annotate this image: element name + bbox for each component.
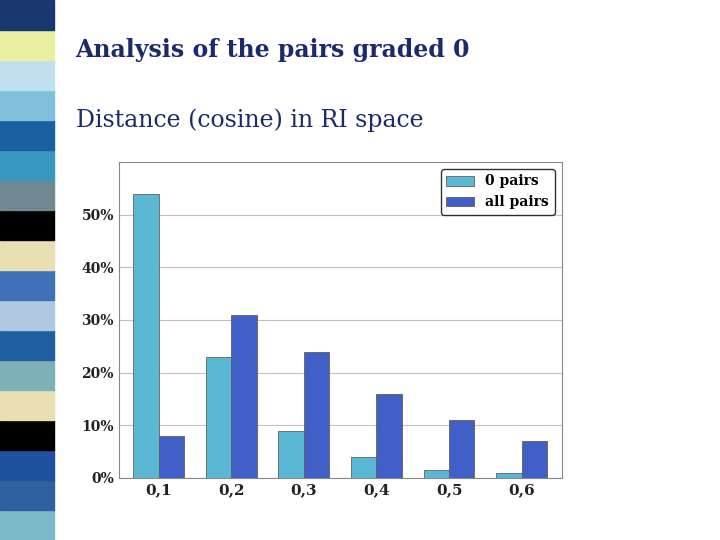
Text: Distance (cosine) in RI space: Distance (cosine) in RI space [76,108,423,132]
Bar [0,240,54,270]
Bar [133,193,158,478]
Legend: 0 pairs, all pairs: 0 pairs, all pairs [441,169,554,215]
Text: Analysis of the pairs graded 0: Analysis of the pairs graded 0 [76,38,470,62]
Bar [304,352,329,478]
Bar [0,420,54,450]
Bar [449,420,474,478]
Bar [0,270,54,300]
Bar [0,480,54,510]
Bar [231,315,257,478]
Bar [0,210,54,240]
Bar [423,470,449,478]
Bar [279,430,304,478]
Bar [0,90,54,120]
Bar [0,390,54,420]
Bar [522,441,547,478]
Bar [0,150,54,180]
Bar [0,180,54,210]
Bar [0,510,54,540]
Bar [0,30,54,60]
Bar [158,436,184,478]
Bar [496,472,522,478]
Bar [0,60,54,90]
Bar [206,357,231,478]
Bar [351,457,377,478]
Bar [0,0,54,30]
Bar [377,394,402,478]
Bar [0,300,54,330]
Bar [0,360,54,390]
Bar [0,330,54,360]
Bar [0,120,54,150]
Bar [0,450,54,480]
